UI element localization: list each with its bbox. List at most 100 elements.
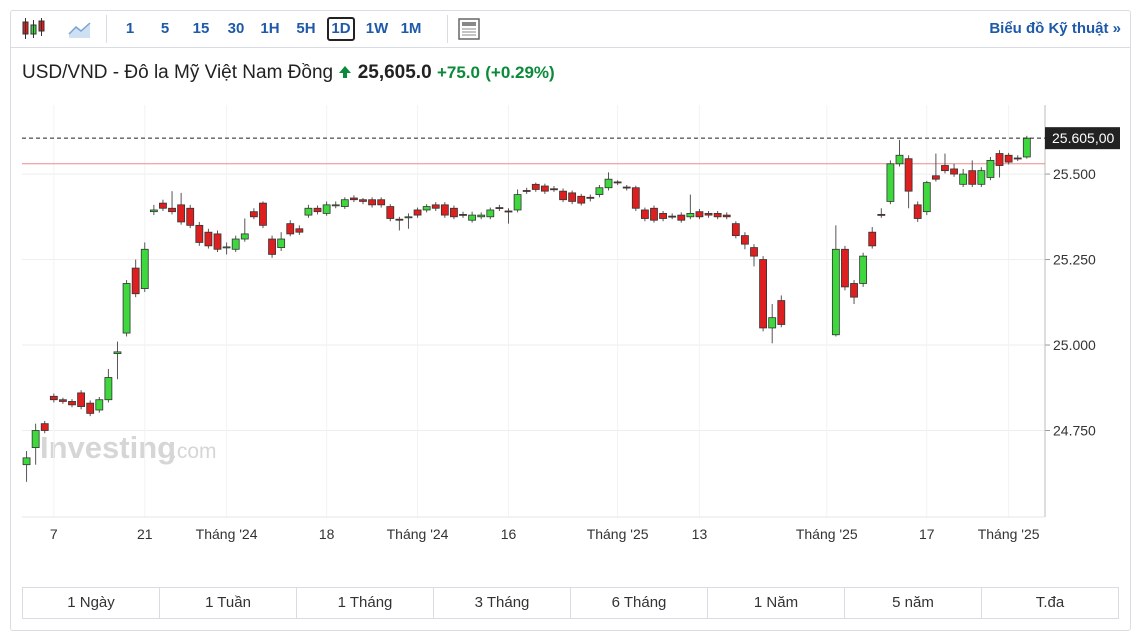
toolbar: Biểu đồ Kỹ thuật » 1 5 15 30 1H 5H 1D 1W 1M xyxy=(10,10,1131,48)
candle-body xyxy=(477,214,486,218)
candle-body xyxy=(468,214,477,221)
candle-body xyxy=(895,154,904,165)
candle-body xyxy=(440,204,449,216)
candle-body xyxy=(931,175,940,180)
price: 25,605.0 xyxy=(357,62,432,83)
range-tabs: 1 Ngày 1 Tuần 1 Tháng 3 Tháng 6 Tháng 1 Năm 5 … xyxy=(22,587,1119,619)
x-tick-label: Tháng '24 xyxy=(196,526,258,542)
candle-body xyxy=(731,223,740,237)
x-tick-label: Tháng '25 xyxy=(978,526,1040,542)
instrument-name: USD/VND - Đô la Mỹ Việt Nam Đồng xyxy=(22,62,334,83)
y-tick-label: 25.250 xyxy=(1053,252,1096,268)
area-icon[interactable] xyxy=(68,18,92,40)
y-tick-label: 25.500 xyxy=(1053,166,1096,182)
x-tick-label: Tháng '25 xyxy=(796,526,858,542)
candle-body xyxy=(86,402,95,414)
candle-body xyxy=(140,248,149,290)
candle-body xyxy=(240,233,249,240)
candle-body xyxy=(504,210,513,213)
range-tab[interactable]: 1 Tuần xyxy=(160,588,297,618)
candle-body xyxy=(577,195,586,204)
interval-button[interactable]: 1 xyxy=(125,20,135,37)
range-tab[interactable]: 1 Tháng xyxy=(297,588,434,618)
candle-body xyxy=(568,192,577,202)
x-tick-label: 21 xyxy=(137,526,153,542)
candle-body xyxy=(777,300,786,325)
candle-body xyxy=(841,248,849,288)
candle-body xyxy=(413,209,422,216)
candle-body xyxy=(631,187,640,209)
candle-body xyxy=(904,158,913,192)
x-tick-label: 13 xyxy=(692,526,708,542)
technical-chart-link[interactable]: Biểu đồ Kỹ thuật » xyxy=(989,20,1121,37)
candle-body xyxy=(650,207,658,221)
candle-body xyxy=(304,207,313,216)
candle-body xyxy=(231,238,240,250)
candle-body xyxy=(759,259,768,329)
x-tick-label: Tháng '24 xyxy=(387,526,449,542)
candle-body xyxy=(277,238,286,248)
range-tab[interactable]: 5 năm xyxy=(845,588,982,618)
range-tab[interactable]: 1 Ngày xyxy=(23,588,160,618)
candle-body xyxy=(40,423,49,431)
candle-body xyxy=(668,215,677,218)
candle-body xyxy=(259,202,267,226)
link-icon[interactable]: » xyxy=(1112,20,1121,37)
interval-button[interactable]: 5H xyxy=(296,20,316,37)
range-tab[interactable]: 3 Tháng xyxy=(434,588,571,618)
interval-button[interactable]: 5 xyxy=(160,20,170,37)
range-tab[interactable]: T.đa xyxy=(1035,594,1065,611)
candle-body xyxy=(122,283,131,334)
candle-body xyxy=(350,197,358,201)
candle-body xyxy=(922,182,931,213)
candle-body xyxy=(686,212,695,218)
candle-body xyxy=(850,283,858,298)
candle-body xyxy=(531,183,540,190)
candle-body xyxy=(486,209,495,218)
candle-body xyxy=(359,199,367,202)
candle-body xyxy=(1022,137,1031,158)
candle-body xyxy=(377,199,386,206)
interval-button[interactable]: 30 xyxy=(227,20,245,37)
candle-body xyxy=(886,163,895,202)
candle-body xyxy=(177,204,186,223)
interval-button[interactable]: 1M xyxy=(400,20,422,37)
x-tick-label: 7 xyxy=(50,526,58,542)
candle-body xyxy=(149,209,158,213)
layout-icon[interactable] xyxy=(457,17,481,41)
candle-body xyxy=(695,211,704,218)
interval-button[interactable]: 1W xyxy=(365,20,389,37)
candle-body xyxy=(77,392,86,407)
widget-frame xyxy=(10,10,1131,631)
interval-button[interactable]: 1D xyxy=(327,17,355,41)
last-price-label: 25.605,00 xyxy=(1052,130,1114,146)
y-tick-label: 24.750 xyxy=(1053,422,1096,438)
link-text[interactable]: Biểu đồ Kỹ thuật xyxy=(989,20,1109,37)
x-tick-label: Tháng '25 xyxy=(587,526,649,542)
candle-body xyxy=(522,190,531,192)
candle-body xyxy=(713,212,722,218)
candle-body xyxy=(422,206,431,211)
last-price-box xyxy=(1045,127,1120,150)
candle-body xyxy=(431,204,440,209)
candle-body xyxy=(213,233,222,250)
candle-body xyxy=(722,214,731,218)
candle-body xyxy=(1013,157,1022,160)
change-percent: (+0.29%) xyxy=(485,63,555,82)
watermark: Investing xyxy=(40,430,176,465)
y-tick-label: 25.000 xyxy=(1053,337,1096,353)
range-tab[interactable]: 6 Tháng xyxy=(571,588,708,618)
candle-body xyxy=(386,206,395,219)
candle-body xyxy=(295,228,304,233)
candle-body xyxy=(49,395,58,401)
range-tab[interactable]: 1 Năm xyxy=(708,588,845,618)
interval-button[interactable]: 15 xyxy=(192,20,210,37)
watermark-suffix: .com xyxy=(171,440,217,463)
interval-button[interactable]: 1H xyxy=(260,20,280,37)
change: +75.0 xyxy=(436,63,480,82)
candle-body xyxy=(59,399,67,402)
candle-body xyxy=(677,214,686,221)
candle-body xyxy=(104,377,113,401)
candle-icon[interactable] xyxy=(20,16,46,42)
